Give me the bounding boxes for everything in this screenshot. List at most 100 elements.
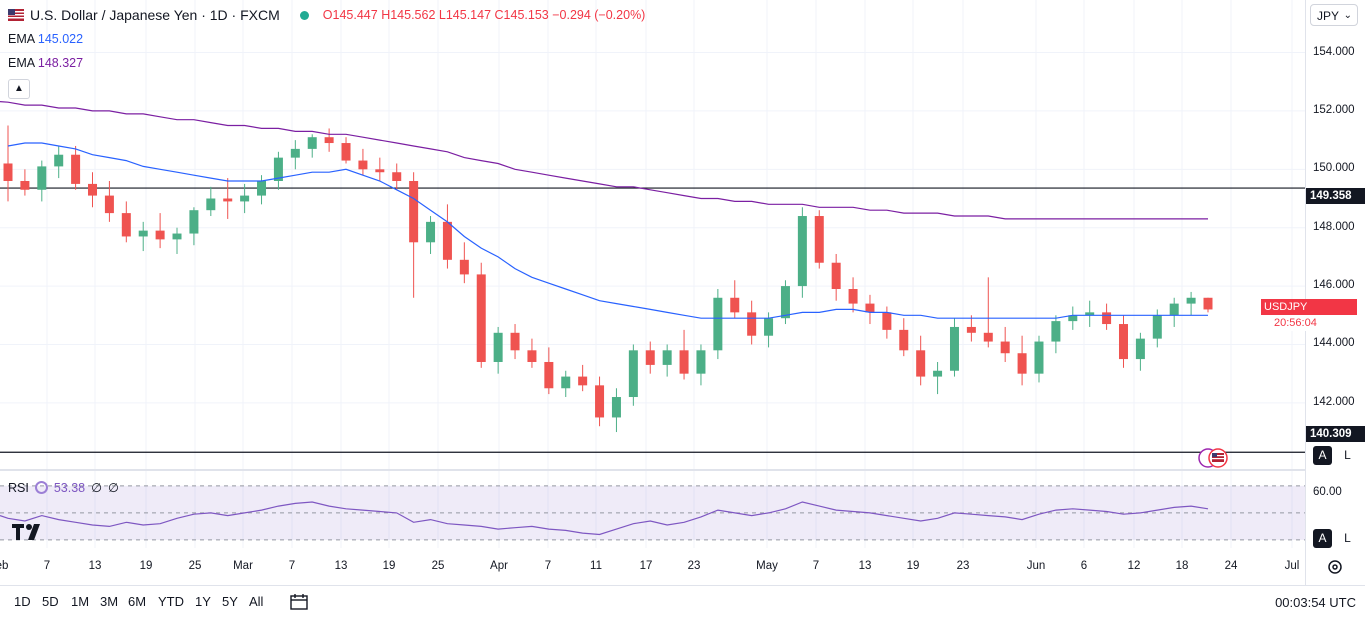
upper-level-label: 149.358 [1306, 188, 1365, 204]
candle-body [375, 169, 385, 173]
autoscale-button-rsi[interactable]: A [1313, 529, 1332, 548]
candle-body [916, 350, 926, 377]
ema-long-label: EMA [8, 56, 35, 70]
range-button-3m[interactable]: 3M [100, 594, 119, 609]
candle-body [1118, 324, 1128, 360]
range-button-5d[interactable]: 5D [42, 594, 59, 609]
change-value: −0.294 (−0.20%) [552, 8, 646, 22]
tradingview-logo-icon[interactable] [12, 522, 44, 546]
ohlc-values: O145.447 H145.562 L145.147 C145.153 −0.2… [323, 8, 646, 22]
us-flag-icon [8, 9, 24, 21]
candle-body [189, 210, 199, 234]
candle-body [273, 157, 283, 181]
candle-body [966, 326, 976, 333]
candle-body [121, 213, 131, 237]
candle-body [71, 154, 81, 184]
ema-long-legend[interactable]: EMA 148.327 [8, 56, 83, 70]
currency-label: JPY [1317, 9, 1340, 23]
candle-body [1068, 315, 1078, 322]
time-tick: 23 [956, 560, 970, 572]
candle-body [493, 332, 503, 362]
candle-body [155, 230, 165, 240]
clock-label[interactable]: 00:03:54 UTC [1275, 595, 1356, 610]
rsi-legend[interactable]: RSI 53.38 ∅ ∅ [8, 480, 119, 496]
range-button-5y[interactable]: 5Y [222, 594, 238, 609]
ema-long-line [0, 101, 1208, 220]
time-tick: 23 [687, 560, 701, 572]
candle-body [780, 286, 790, 319]
autoscale-button-main[interactable]: A [1313, 446, 1332, 465]
candle-body [764, 318, 774, 336]
collapse-legend-button[interactable]: ▲ [8, 79, 30, 99]
time-tick: 13 [334, 560, 348, 572]
rsi-settings-icon[interactable] [34, 481, 48, 494]
events-flags-icon[interactable] [1197, 447, 1229, 469]
time-tick: 7 [812, 560, 820, 572]
time-tick: 25 [431, 560, 445, 572]
candle-body [628, 350, 638, 398]
time-tick: 17 [639, 560, 653, 572]
time-tick: 19 [139, 560, 153, 572]
rsi-dashed-levels [0, 485, 1305, 541]
rsi-label: RSI [8, 480, 29, 495]
candle-body [679, 350, 689, 374]
candle-body [37, 166, 47, 190]
candle-body [324, 137, 334, 144]
log-scale-button-main[interactable]: L [1338, 446, 1357, 465]
candle-body [3, 163, 13, 181]
range-button-1m[interactable]: 1M [71, 594, 90, 609]
bar-countdown: 20:56:04 [1272, 315, 1319, 331]
price-tick: 148.000 [1313, 220, 1355, 233]
time-tick: 13 [858, 560, 872, 572]
candle-body [223, 198, 233, 202]
time-tick: 7 [544, 560, 552, 572]
candle-body [1000, 341, 1010, 354]
price-tick: 152.000 [1313, 103, 1355, 116]
rsi-extra-1: ∅ [91, 481, 103, 495]
candle-body [1085, 312, 1095, 316]
lower-level-label: 140.309 [1306, 426, 1365, 442]
time-tick: 11 [590, 560, 602, 572]
candle-body [138, 230, 148, 237]
candle-body [1034, 341, 1044, 374]
ema-short-value: 145.022 [37, 32, 84, 46]
symbol-title[interactable]: U.S. Dollar / Japanese Yen · 1D · FXCM [30, 7, 280, 23]
close-value: C145.153 [494, 8, 549, 22]
candle-body [290, 148, 300, 158]
time-tick: 13 [88, 560, 102, 572]
time-tick: Jun [1026, 560, 1046, 572]
candle-body [240, 195, 250, 202]
candle-body [1186, 297, 1196, 304]
chart-header: U.S. Dollar / Japanese Yen · 1D · FXCM O… [8, 7, 645, 23]
candle-body [696, 350, 706, 374]
time-tick: 19 [382, 560, 396, 572]
range-button-1d[interactable]: 1D [14, 594, 31, 609]
time-tick: May [756, 560, 778, 572]
time-tick: 6 [1080, 560, 1088, 572]
rsi-tick: 60.00 [1313, 486, 1342, 498]
horizontal-levels [0, 187, 1305, 453]
range-button-1y[interactable]: 1Y [195, 594, 211, 609]
currency-selector[interactable]: JPY ⌄ [1310, 4, 1358, 26]
calendar-goto-icon[interactable] [289, 592, 311, 612]
range-button-ytd[interactable]: YTD [158, 594, 184, 609]
candle-body [544, 361, 554, 389]
log-scale-button-rsi[interactable]: L [1338, 529, 1357, 548]
time-tick: 25 [188, 560, 202, 572]
range-button-all[interactable]: All [249, 594, 264, 609]
candle-body [1152, 315, 1162, 339]
ema-short-legend[interactable]: EMA 145.022 [8, 32, 83, 46]
chart-canvas[interactable] [0, 0, 1365, 585]
last-price-label: USDJPY 20:56:04 [1261, 299, 1357, 331]
low-value: L145.147 [438, 8, 492, 22]
candle-body [510, 332, 520, 351]
time-tick: 18 [1175, 560, 1189, 572]
candle-body [1203, 297, 1213, 310]
candle-body [949, 326, 959, 371]
candle-body [611, 397, 621, 418]
range-button-6m[interactable]: 6M [128, 594, 147, 609]
time-tick: Apr [490, 560, 508, 572]
price-tick: 142.000 [1313, 395, 1355, 408]
candle-body [54, 154, 64, 167]
chart-settings-gear-icon[interactable] [1326, 558, 1344, 576]
